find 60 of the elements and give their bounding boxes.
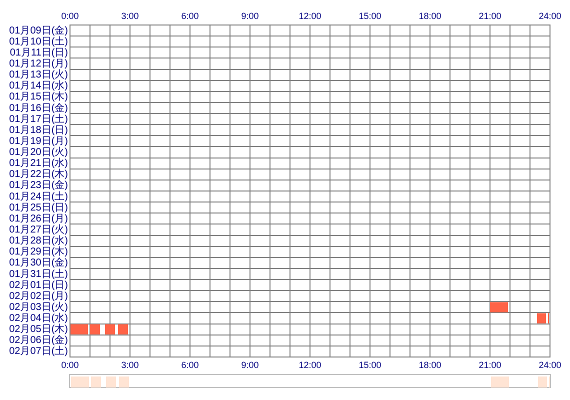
- x2-tick-label: 21:00: [478, 11, 502, 22]
- y-tick-label: 02月07日(土): [9, 345, 68, 358]
- bar: [106, 376, 116, 388]
- y-tick-label: 01月09日(金): [9, 24, 68, 36]
- x-tick-label: 15:00: [358, 360, 382, 370]
- y-tick-label: 01月22日(木): [9, 168, 68, 180]
- y-tick-label: 02月01日(日): [9, 280, 68, 291]
- y-tick-label: 01月15日(木): [9, 90, 68, 103]
- x2-tick-label: 9:00: [241, 11, 259, 22]
- x2-tick-label: 0:00: [61, 11, 79, 22]
- y-tick-label: 01月28日(水): [9, 234, 68, 247]
- y-tick-label: 01月30日(金): [9, 256, 68, 269]
- bar: [490, 302, 508, 312]
- y-tick-label: 01月25日(日): [9, 202, 68, 214]
- y-tick-label: 02月04日(水): [9, 312, 68, 324]
- y-tick-label: 01月18日(日): [9, 124, 68, 136]
- bar: [90, 376, 100, 388]
- bar: [537, 313, 546, 324]
- y-tick-label: 01月12日(月): [9, 58, 68, 70]
- y-tick-label: 01月29日(木): [9, 246, 68, 258]
- x-tick-label: 24:00: [538, 360, 562, 370]
- y-tick-label: 02月06日(金): [9, 334, 68, 346]
- y-tick-label: 02月05日(木): [9, 323, 68, 336]
- x2-tick-label: 24:00: [538, 11, 562, 22]
- bar: [70, 324, 88, 334]
- y-tick-label: 01月26日(月): [9, 213, 68, 224]
- y-tick-label: 02月03日(火): [9, 300, 68, 313]
- x-tick-label: 9:00: [241, 360, 259, 370]
- y-tick-label: 01月10日(土): [9, 35, 68, 48]
- bar: [118, 376, 128, 388]
- x-tick-label: 12:00: [298, 360, 322, 370]
- y-tick-label: 02月02日(月): [9, 290, 68, 302]
- y-tick-label: 01月14日(水): [9, 80, 68, 92]
- y-tick-label: 01月19日(月): [9, 136, 68, 147]
- x2-tick-label: 15:00: [358, 11, 382, 22]
- y-tick-label: 01月13日(火): [9, 68, 68, 81]
- bar: [70, 376, 88, 388]
- y-tick-label: 01月17日(土): [9, 112, 68, 125]
- bar: [538, 376, 546, 388]
- x-tick-label: 6:00: [181, 360, 199, 370]
- y-tick-label: 01月31日(土): [9, 268, 68, 280]
- x2-tick-label: 3:00: [121, 11, 139, 22]
- x2-tick-label: 6:00: [181, 11, 199, 22]
- bar: [490, 376, 508, 388]
- y-tick-label: 01月20日(火): [9, 146, 68, 158]
- x-tick-label: 0:00: [61, 360, 79, 370]
- y-tick-label: 01月16日(金): [9, 102, 68, 114]
- bar: [118, 324, 128, 334]
- x2-tick-label: 12:00: [298, 11, 322, 22]
- y-tick-label: 01月11日(日): [10, 47, 68, 58]
- y-tick-label: 01月23日(金): [9, 179, 68, 192]
- x-tick-label: 3:00: [121, 360, 139, 370]
- y-tick-label: 01月27日(火): [9, 223, 68, 236]
- x-tick-label: 21:00: [478, 360, 502, 370]
- bar: [105, 324, 115, 334]
- y-tick-label: 01月24日(土): [9, 190, 68, 202]
- bar: [90, 324, 100, 334]
- y-tick-label: 01月21日(水): [9, 157, 68, 170]
- x-tick-label: 18:00: [418, 360, 442, 370]
- x2-tick-label: 18:00: [418, 11, 442, 22]
